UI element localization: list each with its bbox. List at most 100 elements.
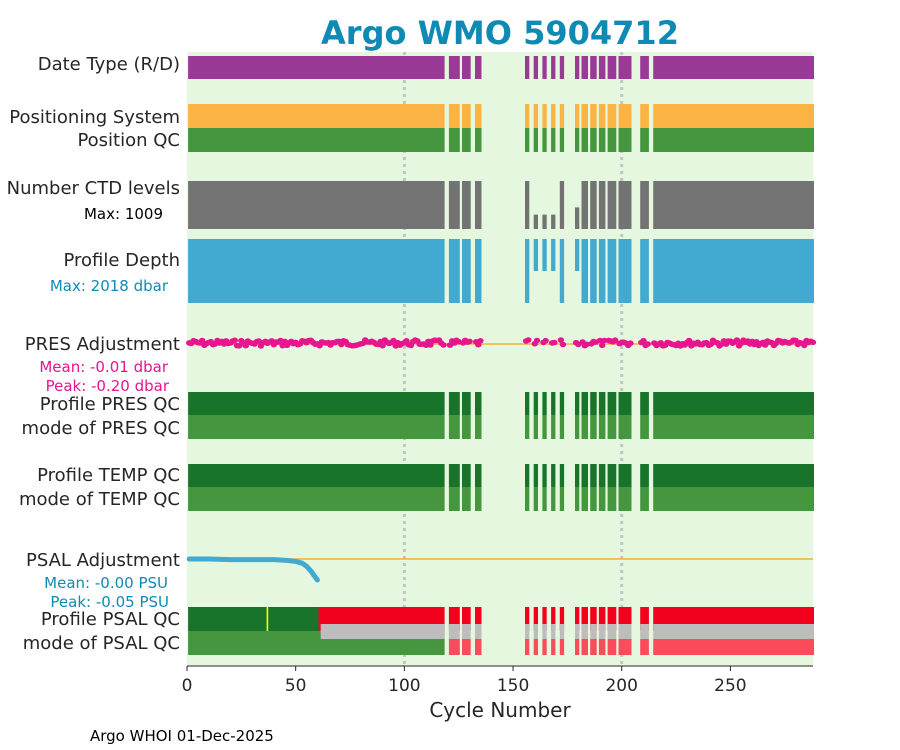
x-axis-ticks: 0 50 100 150 200 250 bbox=[182, 666, 747, 696]
mode-temp-qc-bar bbox=[551, 487, 556, 511]
profile-depth-bar bbox=[188, 239, 445, 303]
profile-pres-qc-bar bbox=[559, 392, 565, 415]
position-qc-bar bbox=[525, 128, 530, 152]
mode-pres-qc-bar bbox=[559, 415, 565, 439]
profile-temp-qc-bar bbox=[462, 464, 471, 487]
profile-temp-qc-bar bbox=[542, 464, 547, 487]
date-type-bar bbox=[462, 56, 471, 79]
positioning-system-bar bbox=[640, 104, 649, 128]
label-position-qc: Position QC bbox=[77, 130, 180, 151]
mode-psal-qc-gray-bar bbox=[575, 624, 580, 639]
pres-adjustment-point bbox=[557, 337, 565, 343]
pres-adjustment-point bbox=[199, 337, 206, 344]
profile-pres-qc-bar bbox=[618, 392, 632, 415]
ctd-levels-bar bbox=[542, 214, 547, 229]
position-qc-bar bbox=[542, 128, 547, 152]
profile-psal-qc-bar bbox=[188, 607, 319, 631]
mode-psal-qc-bad-bar bbox=[653, 639, 814, 655]
pres-adjustment-point bbox=[533, 337, 541, 344]
positioning-system-bar bbox=[533, 104, 538, 128]
chart-title: Argo WMO 5904712 bbox=[321, 14, 679, 52]
profile-depth-bar bbox=[618, 239, 632, 303]
profile-depth-bar bbox=[607, 239, 617, 303]
position-qc-bar bbox=[575, 128, 580, 152]
mode-psal-qc-gray-bar bbox=[559, 624, 565, 639]
ctd-levels-bar bbox=[448, 181, 460, 229]
profile-pres-qc-row bbox=[188, 392, 814, 415]
profile-temp-qc-bar bbox=[581, 464, 588, 487]
mode-pres-qc-bar bbox=[542, 415, 547, 439]
mode-pres-qc-bar bbox=[475, 415, 482, 439]
mode-psal-qc-bad-bar bbox=[575, 639, 580, 655]
profile-pres-qc-bar bbox=[598, 392, 606, 415]
profile-depth-bar bbox=[590, 239, 597, 303]
pres-adjustment-point bbox=[525, 337, 532, 343]
label-ctd-max: Max: 1009 bbox=[84, 205, 163, 223]
positioning-system-bar bbox=[581, 104, 588, 128]
profile-temp-qc-bar bbox=[640, 464, 649, 487]
mode-temp-qc-bar bbox=[590, 487, 597, 511]
date-type-bar bbox=[581, 56, 588, 79]
date-type-bar bbox=[525, 56, 530, 79]
position-qc-bar bbox=[581, 128, 588, 152]
mode-pres-qc-bar bbox=[653, 415, 814, 439]
mode-pres-qc-row bbox=[188, 415, 814, 439]
plot-background bbox=[187, 52, 813, 666]
profile-psal-qc-bar bbox=[462, 607, 471, 631]
positioning-system-bar bbox=[575, 104, 580, 128]
mode-psal-qc-gray-bar bbox=[598, 624, 606, 639]
profile-psal-qc-bar bbox=[581, 607, 588, 631]
profile-pres-qc-bar bbox=[653, 392, 814, 415]
profile-depth-bar bbox=[475, 239, 482, 303]
mode-pres-qc-bar bbox=[575, 415, 580, 439]
profile-pres-qc-bar bbox=[575, 392, 580, 415]
mode-psal-qc-bad-bar bbox=[590, 639, 597, 655]
date-type-bar bbox=[533, 56, 538, 79]
profile-depth-bar bbox=[581, 239, 588, 303]
positioning-system-bar bbox=[590, 104, 597, 128]
label-depth-max: Max: 2018 dbar bbox=[50, 277, 169, 295]
profile-psal-qc-bar bbox=[542, 607, 547, 631]
mode-psal-qc-bad-bar bbox=[462, 639, 471, 655]
label-psal-mean: Mean: -0.00 PSU bbox=[44, 574, 168, 592]
psal-adjustment-row bbox=[186, 556, 813, 583]
ctd-levels-bar bbox=[590, 181, 597, 229]
profile-psal-qc-bar bbox=[575, 607, 580, 631]
profile-psal-qc-bar bbox=[475, 607, 482, 631]
mode-psal-qc-gray-bar bbox=[533, 624, 538, 639]
positioning-system-bar bbox=[598, 104, 606, 128]
mode-temp-qc-bar bbox=[188, 487, 445, 511]
ctd-levels-bar bbox=[475, 181, 482, 229]
label-psal-peak: Peak: -0.05 PSU bbox=[50, 593, 169, 611]
label-profile-pres-qc: Profile PRES QC bbox=[40, 394, 180, 415]
profile-temp-qc-bar bbox=[575, 464, 580, 487]
profile-pres-qc-bar bbox=[551, 392, 556, 415]
profile-pres-qc-bar bbox=[188, 392, 445, 415]
profile-pres-qc-bar bbox=[542, 392, 547, 415]
mode-temp-qc-bar bbox=[581, 487, 588, 511]
mode-psal-qc-gray-bar bbox=[590, 624, 597, 639]
label-profile-psal-qc: Profile PSAL QC bbox=[41, 609, 180, 630]
mode-psal-qc-bad-bar bbox=[598, 639, 606, 655]
profile-pres-qc-bar bbox=[475, 392, 482, 415]
mode-pres-qc-bar bbox=[590, 415, 597, 439]
positioning-system-bar bbox=[559, 104, 565, 128]
mode-temp-qc-bar bbox=[542, 487, 547, 511]
date-type-bar bbox=[618, 56, 632, 79]
profile-pres-qc-bar bbox=[640, 392, 649, 415]
label-pres-mean: Mean: -0.01 dbar bbox=[39, 358, 169, 376]
mode-temp-qc-bar bbox=[618, 487, 632, 511]
pres-adjustment-point bbox=[559, 341, 567, 348]
pres-adjustment-point bbox=[599, 342, 606, 349]
position-qc-bar bbox=[653, 128, 814, 152]
mode-psal-qc-gray-bar bbox=[475, 624, 482, 639]
profile-pres-qc-bar bbox=[448, 392, 460, 415]
positioning-system-bar bbox=[448, 104, 460, 128]
position-qc-bar bbox=[607, 128, 617, 152]
profile-depth-bar bbox=[533, 239, 538, 271]
positioning-system-bar bbox=[188, 104, 445, 128]
position-qc-row bbox=[188, 128, 814, 152]
profile-psal-qc-marker bbox=[266, 607, 269, 631]
mode-psal-qc-gray-bar bbox=[542, 624, 547, 639]
ctd-levels-bar bbox=[575, 207, 580, 229]
